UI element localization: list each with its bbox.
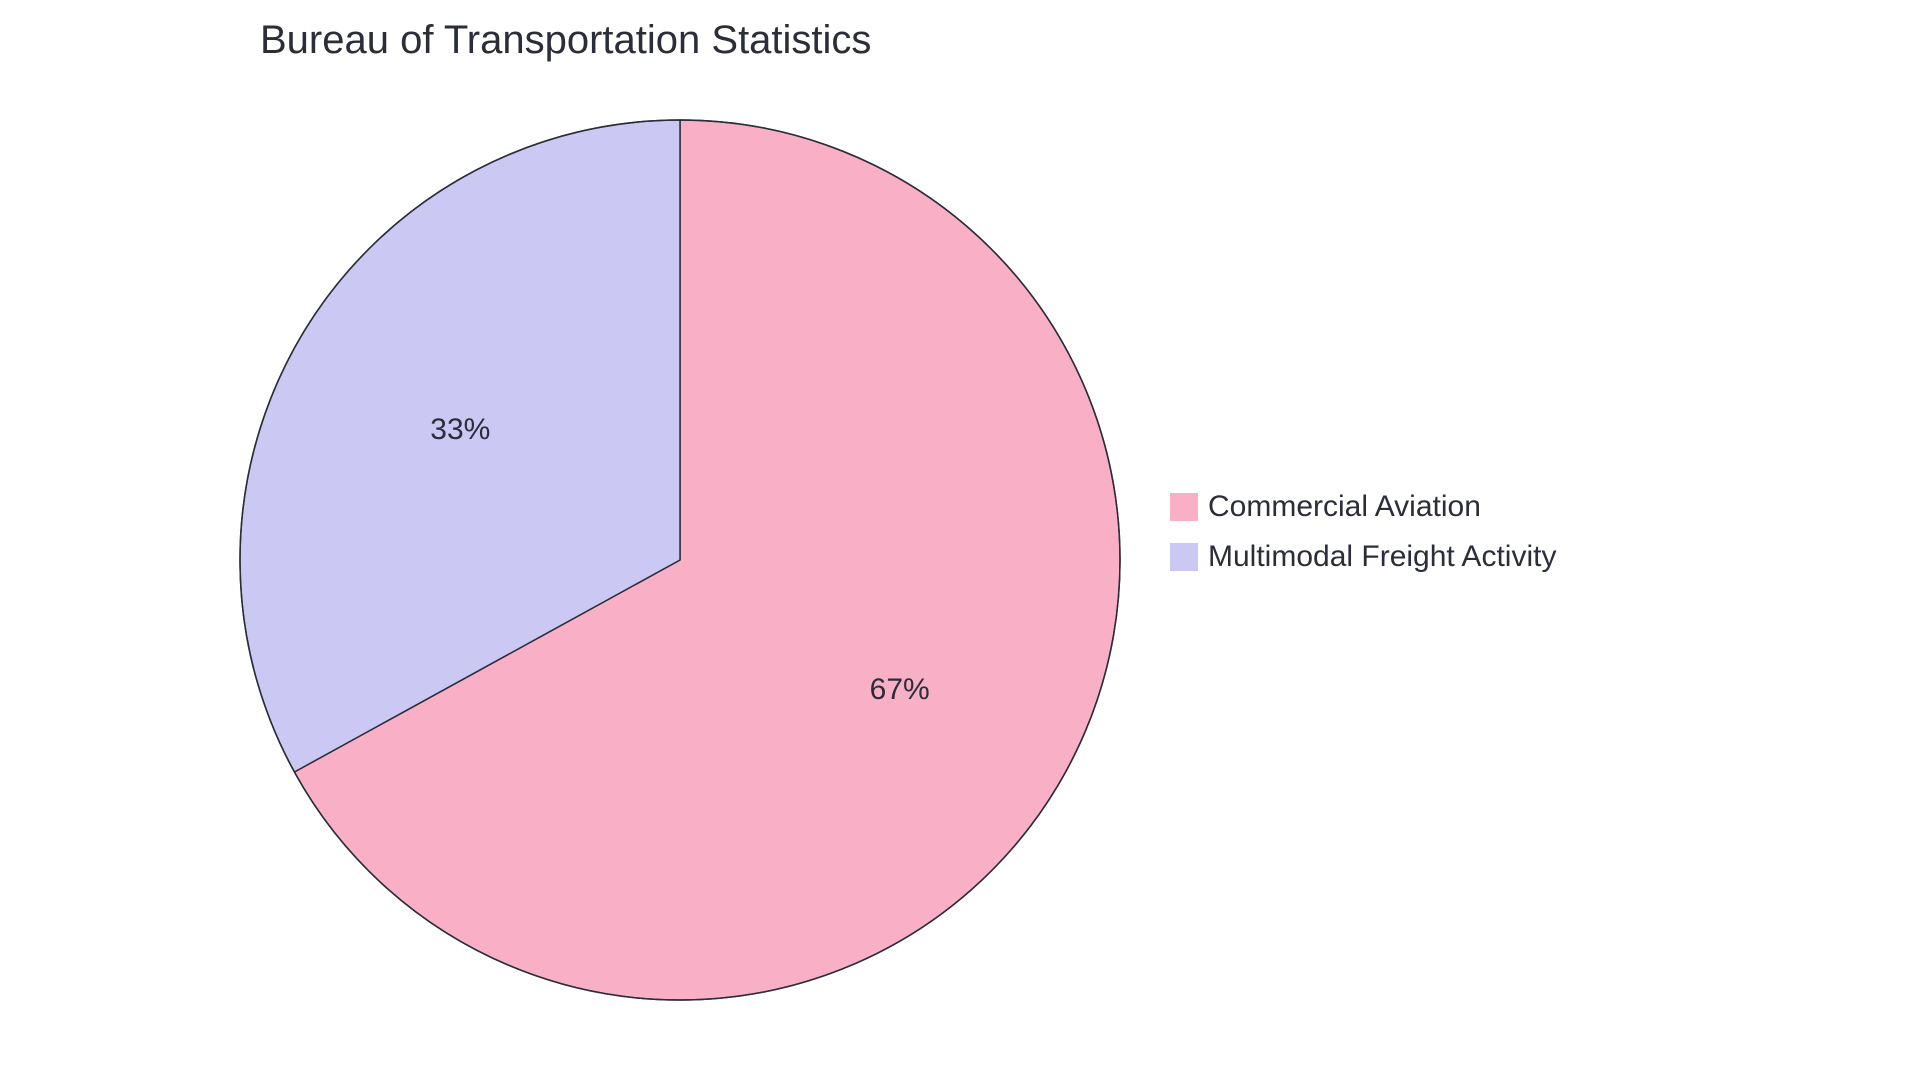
legend-label: Commercial Aviation — [1208, 490, 1481, 524]
chart-stage: Bureau of Transportation Statistics Comm… — [0, 0, 1920, 1080]
legend-swatch — [1170, 493, 1198, 521]
chart-title: Bureau of Transportation Statistics — [260, 18, 871, 63]
legend: Commercial Aviation Multimodal Freight Ac… — [1170, 490, 1556, 574]
legend-swatch — [1170, 543, 1198, 571]
pie-chart — [238, 118, 1122, 1002]
pie-slice-label: 67% — [870, 673, 930, 707]
legend-item: Multimodal Freight Activity — [1170, 540, 1556, 574]
legend-item: Commercial Aviation — [1170, 490, 1556, 524]
legend-label: Multimodal Freight Activity — [1208, 540, 1556, 574]
pie-slice-label: 33% — [430, 413, 490, 447]
